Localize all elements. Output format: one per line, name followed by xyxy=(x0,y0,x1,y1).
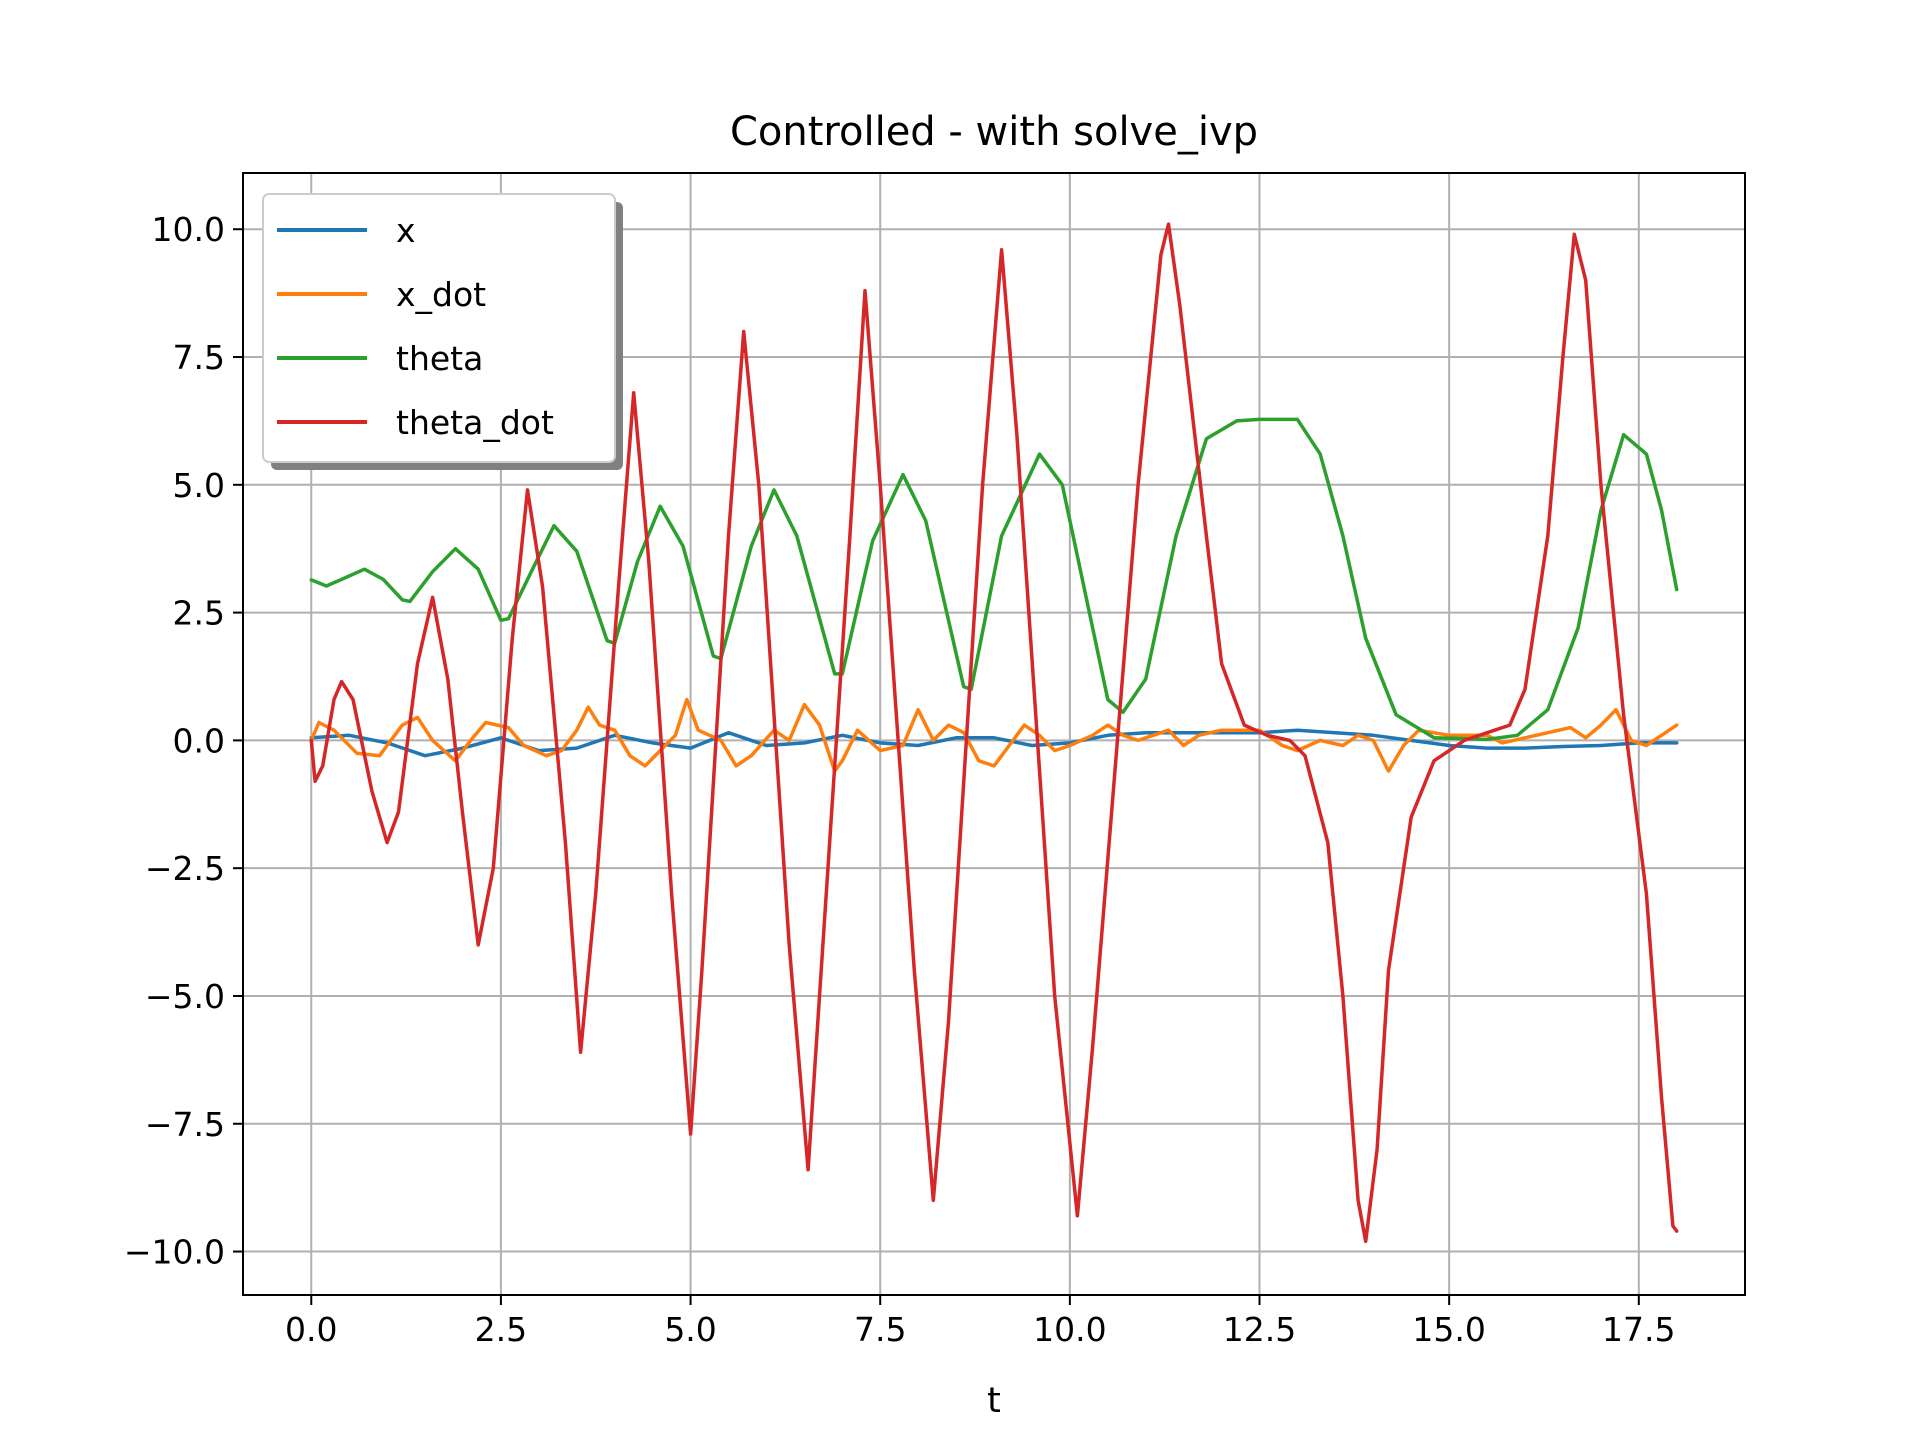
axis-ticks: 0.0 2.5 5.0 7.5 10.0 12.5 15.0 17.5 10.0 7.5 5.0 2.… xyxy=(124,210,1676,1349)
y-tick-label: 5.0 xyxy=(173,466,225,505)
x-axis-label: t xyxy=(987,1381,1001,1421)
legend-label: theta xyxy=(396,339,483,378)
y-tick-label: 10.0 xyxy=(152,210,225,249)
legend-label: theta_dot xyxy=(396,403,554,442)
plot-series xyxy=(309,222,1679,1244)
plot-frame xyxy=(242,172,1746,1296)
x-tick-label: 0.0 xyxy=(285,1310,337,1349)
x-tick-label: 12.5 xyxy=(1223,1310,1296,1349)
y-tick-label: −10.0 xyxy=(124,1233,225,1272)
y-tick-label: −7.5 xyxy=(145,1105,225,1144)
y-tick-label: 2.5 xyxy=(173,594,225,633)
legend-label: x xyxy=(396,211,416,250)
y-tick-label: −5.0 xyxy=(145,977,225,1016)
chart-title: Controlled - with solve_ivp xyxy=(730,109,1258,155)
x-tick-label: 5.0 xyxy=(664,1310,716,1349)
x-tick-label: 15.0 xyxy=(1412,1310,1485,1349)
legend-box xyxy=(262,193,616,463)
series-line-theta xyxy=(309,417,1679,742)
x-tick-label: 2.5 xyxy=(475,1310,527,1349)
legend-label: x_dot xyxy=(396,275,486,314)
x-tick-label: 17.5 xyxy=(1602,1310,1675,1349)
y-tick-label: 7.5 xyxy=(173,338,225,377)
series-line-theta-dot xyxy=(309,222,1679,1244)
series-line-x-dot xyxy=(309,697,1679,773)
y-tick-label: −2.5 xyxy=(145,849,225,888)
x-tick-label: 10.0 xyxy=(1033,1310,1106,1349)
x-tick-label: 7.5 xyxy=(854,1310,906,1349)
y-tick-label: 0.0 xyxy=(173,721,225,760)
